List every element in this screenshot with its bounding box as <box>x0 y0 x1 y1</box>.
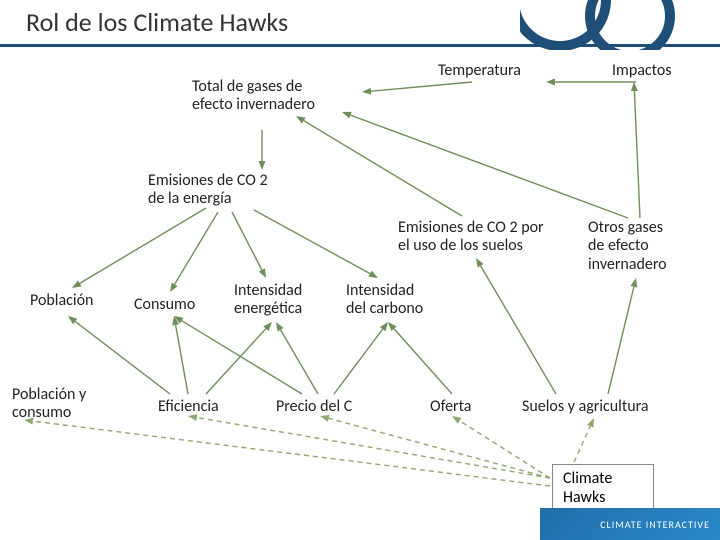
node-oferta: Oferta <box>430 398 500 416</box>
node-impactos: Impactos <box>612 62 702 80</box>
node-eficiencia: Eficiencia <box>158 398 248 416</box>
node-emisiones-energia: Emisiones de CO 2de la energía <box>148 172 308 209</box>
header-bar: Rol de los Climate Hawks <box>0 0 720 47</box>
node-poblacion: Población <box>30 292 120 310</box>
node-suelos-agricultura: Suelos y agricultura <box>522 398 702 416</box>
node-precio-c: Precio del C <box>276 398 386 416</box>
node-climate-hawks: ClimateHawks <box>552 464 654 512</box>
node-emisiones-suelos: Emisiones de CO 2 porel uso de los suelo… <box>398 219 588 256</box>
node-poblacion-consumo: Población yconsumo <box>12 386 122 423</box>
node-intensidad-energetica: Intensidadenergética <box>234 282 334 319</box>
footer-logo-text: CLIMATE INTERACTIVE <box>600 518 710 531</box>
node-total-gases: Total de gases deefecto invernadero <box>192 78 362 115</box>
node-consumo: Consumo <box>134 296 224 314</box>
header-deco-circles <box>520 0 680 50</box>
page-title: Rol de los Climate Hawks <box>26 6 288 38</box>
node-otros-gases: Otros gasesde efectoinvernadero <box>588 219 708 274</box>
node-temperatura: Temperatura <box>438 62 548 80</box>
node-intensidad-carbono: Intensidaddel carbono <box>346 282 456 319</box>
footer-logo: CLIMATE INTERACTIVE <box>540 508 720 540</box>
